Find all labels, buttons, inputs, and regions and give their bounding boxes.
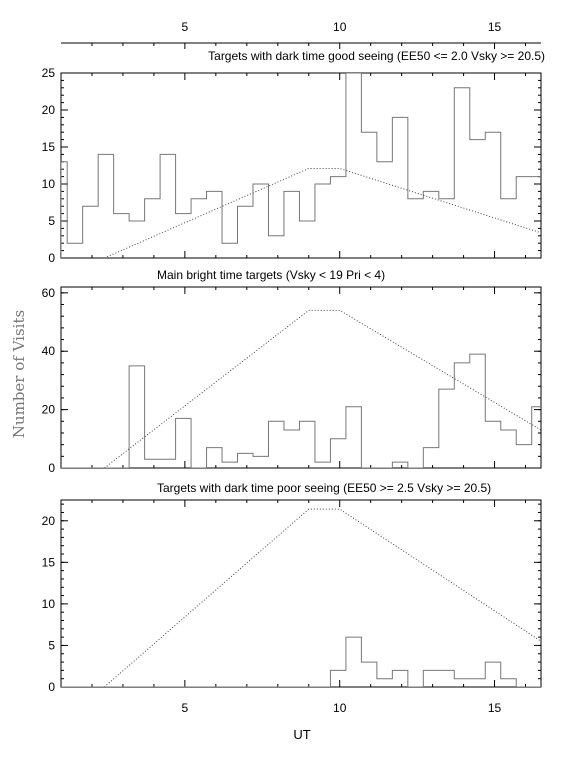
top-axis-tick-label: 15 <box>488 20 502 34</box>
panel-dark-good-seeing: Targets with dark time good seeing (EE50… <box>42 49 545 265</box>
top-axis: 5 10 15 <box>61 20 541 49</box>
histogram-series <box>61 73 541 258</box>
histogram-series <box>61 636 541 687</box>
y-tick-label: 10 <box>42 597 56 611</box>
y-tick-label: 0 <box>48 251 55 265</box>
y-tick-label: 20 <box>42 514 56 528</box>
top-axis-tick-label: 10 <box>333 20 347 34</box>
y-tick-label: 60 <box>42 286 56 300</box>
x-tick-label: 15 <box>488 701 502 715</box>
histogram-series <box>61 353 541 468</box>
top-axis-tick-label: 5 <box>182 20 189 34</box>
y-tick-label: 5 <box>48 638 55 652</box>
panel-title: Main bright time targets (Vsky < 19 Pri … <box>157 268 385 282</box>
y-tick-label: 25 <box>42 66 56 80</box>
y-tick-label: 10 <box>42 177 56 191</box>
y-tick-label: 5 <box>48 214 55 228</box>
y-tick-label: 15 <box>42 140 56 154</box>
y-tick-label: 20 <box>42 403 56 417</box>
x-axis-label: UT <box>293 727 310 742</box>
y-tick-label: 40 <box>42 344 56 358</box>
y-tick-label: 0 <box>48 461 55 475</box>
y-tick-label: 20 <box>42 103 56 117</box>
x-tick-label: 5 <box>182 701 189 715</box>
envelope-series <box>104 309 542 469</box>
plot-frame <box>60 72 542 259</box>
envelope-series <box>104 508 542 688</box>
y-axis-label: Number of Visits <box>10 310 28 438</box>
plot-frame <box>60 286 542 469</box>
y-tick-label: 0 <box>48 680 55 694</box>
panel-title: Targets with dark time good seeing (EE50… <box>208 49 545 63</box>
x-tick-label: 10 <box>333 701 347 715</box>
envelope-series <box>104 167 542 259</box>
y-tick-label: 15 <box>42 555 56 569</box>
panel-title: Targets with dark time poor seeing (EE50… <box>157 481 491 495</box>
panel-dark-poor-seeing: Targets with dark time poor seeing (EE50… <box>42 481 542 715</box>
panel-bright-time: Main bright time targets (Vsky < 19 Pri … <box>42 268 542 475</box>
